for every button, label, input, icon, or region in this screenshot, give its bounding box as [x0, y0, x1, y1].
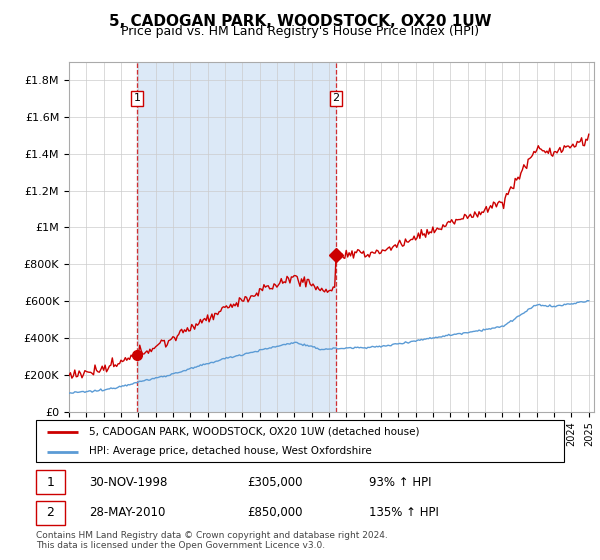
Text: 2: 2 [46, 506, 54, 520]
Text: £850,000: £850,000 [247, 506, 303, 520]
Text: 5, CADOGAN PARK, WOODSTOCK, OX20 1UW (detached house): 5, CADOGAN PARK, WOODSTOCK, OX20 1UW (de… [89, 427, 419, 437]
FancyBboxPatch shape [36, 470, 65, 494]
Text: 1: 1 [133, 94, 140, 104]
Text: 2: 2 [332, 94, 340, 104]
Text: 5, CADOGAN PARK, WOODSTOCK, OX20 1UW: 5, CADOGAN PARK, WOODSTOCK, OX20 1UW [109, 14, 491, 29]
Text: 1: 1 [46, 475, 54, 489]
Text: 28-MAY-2010: 28-MAY-2010 [89, 506, 165, 520]
FancyBboxPatch shape [36, 420, 564, 462]
Text: Price paid vs. HM Land Registry's House Price Index (HPI): Price paid vs. HM Land Registry's House … [121, 25, 479, 38]
Text: 93% ↑ HPI: 93% ↑ HPI [368, 475, 431, 489]
Text: £305,000: £305,000 [247, 475, 303, 489]
Text: 30-NOV-1998: 30-NOV-1998 [89, 475, 167, 489]
Text: Contains HM Land Registry data © Crown copyright and database right 2024.
This d: Contains HM Land Registry data © Crown c… [36, 531, 388, 550]
FancyBboxPatch shape [36, 501, 65, 525]
Text: HPI: Average price, detached house, West Oxfordshire: HPI: Average price, detached house, West… [89, 446, 371, 456]
Text: 135% ↑ HPI: 135% ↑ HPI [368, 506, 439, 520]
Bar [137, 62, 336, 412]
